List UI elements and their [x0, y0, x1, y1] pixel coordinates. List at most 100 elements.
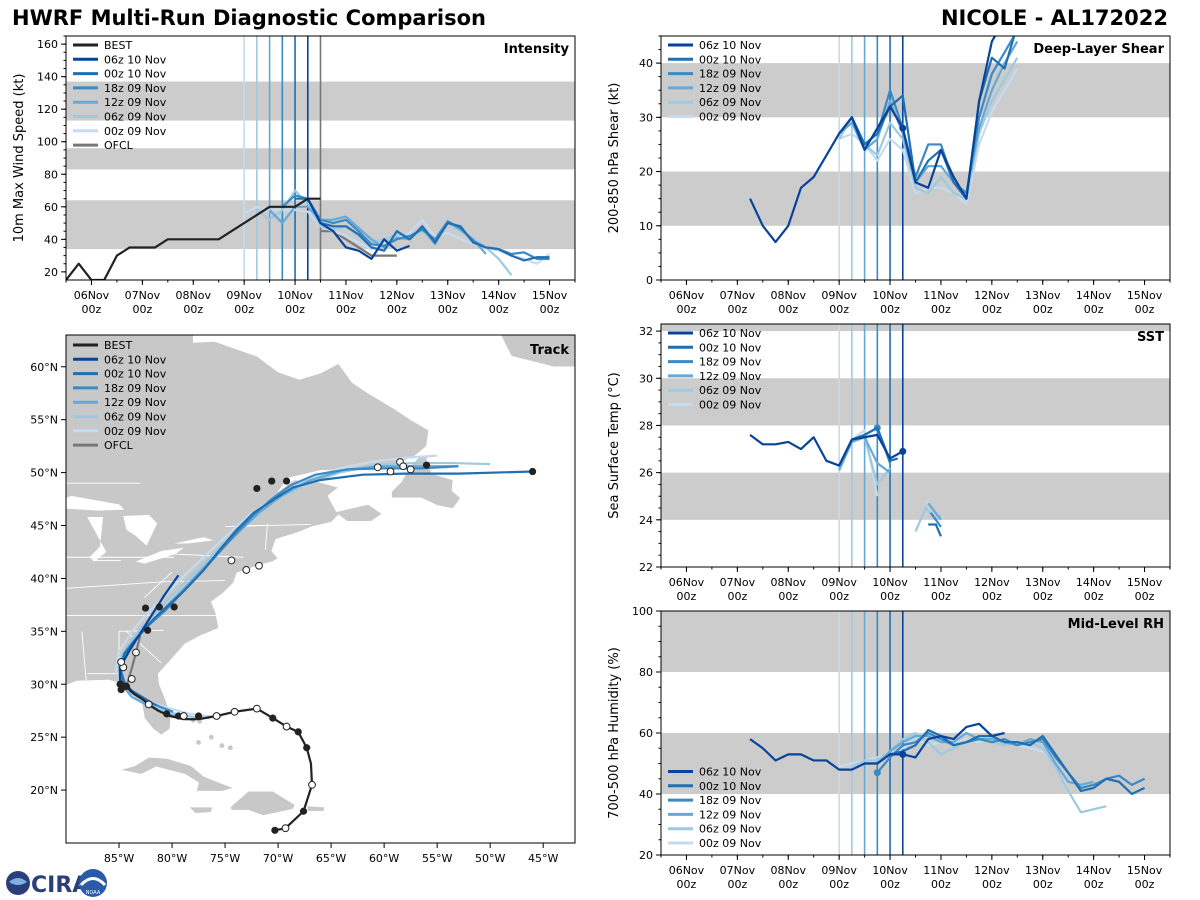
intensity-xtick-label-day: 11Nov [328, 289, 364, 302]
track-marker-open [282, 722, 291, 731]
shear-xtick-label-hour: 00z [1033, 303, 1053, 316]
rh-xtick-label-day: 08Nov [771, 864, 807, 877]
intensity-xtick-label-hour: 00z [387, 303, 407, 316]
intensity-ytick-label: 20 [44, 266, 58, 279]
track-xtick-label: 65°W [316, 852, 346, 865]
shear-xtick-label-day: 06Nov [669, 289, 705, 302]
shear-ytick-label: 10 [639, 220, 653, 233]
intensity-ytick-label: 40 [44, 233, 58, 246]
rh-xtick-label-hour: 00z [982, 878, 1002, 891]
rh-xtick-label-day: 12Nov [974, 864, 1010, 877]
land-hispaniola [230, 790, 296, 816]
sst-xtick-label-hour: 00z [931, 590, 951, 603]
track-marker-filled [299, 807, 308, 815]
intensity-xtick-label-day: 08Nov [176, 289, 212, 302]
sst-xtick-label-hour: 00z [727, 590, 747, 603]
rh-marker-18z-09-nov [873, 769, 881, 777]
shear-xtick-label-day: 11Nov [923, 289, 959, 302]
shear-series-12z-09-nov [838, 40, 1019, 195]
rh-xtick-label-hour: 00z [829, 878, 849, 891]
track-marker-open [399, 462, 408, 471]
sst-series-00z-10-nov-segment [928, 523, 942, 537]
intensity-xtick-label-day: 09Nov [226, 289, 262, 302]
sst-series-06z-10-nov [749, 433, 904, 467]
intensity-xtick-label-hour: 00z [336, 303, 356, 316]
track-marker-open [255, 561, 263, 570]
sst-plot-area [661, 324, 1170, 567]
state-border [166, 580, 226, 583]
sst-legend-label-00z-09-nov: 00z 09 Nov [699, 399, 762, 412]
track-frame [65, 334, 576, 844]
rh-xtick-label-day: 10Nov [872, 864, 908, 877]
shear-ytick-label: 20 [639, 166, 653, 179]
shear-legend-label-00z-10-nov: 00z 10 Nov [699, 53, 762, 66]
shear-legend-label-18z-09-nov: 18z 09 Nov [699, 68, 762, 81]
shear-xtick-label-hour: 00z [829, 303, 849, 316]
track-xtick-label: 60°W [369, 852, 399, 865]
track-marker-open [406, 465, 415, 474]
land-bahamas-island [208, 734, 214, 740]
state-border [144, 571, 173, 598]
sst-marker-06z-10-nov [899, 447, 907, 455]
track-ytick-label: 50°N [30, 467, 58, 480]
track-marker-filled [174, 712, 183, 720]
rh-xtick-label-hour: 00z [931, 878, 951, 891]
rh-legend-label-00z-10-nov: 00z 10 Nov [699, 780, 762, 793]
shear-legend-label-00z-09-nov: 00z 09 Nov [699, 111, 762, 124]
track-marker-filled [303, 744, 311, 752]
track-ytick-label: 25°N [30, 731, 58, 744]
intensity-legend-label-best: BEST [104, 39, 132, 52]
rh-xtick-label-hour: 00z [1033, 878, 1053, 891]
rh-ytick-label: 80 [639, 666, 653, 679]
rh-ylabel: 700-500 hPa Humidity (%) [607, 647, 622, 819]
land-bahamas-island [196, 740, 201, 745]
track-marker-filled [422, 461, 431, 469]
rh-legend-label-18z-09-nov: 18z 09 Nov [699, 794, 762, 807]
track-marker-filled [253, 484, 261, 493]
sst-xtick-label-day: 11Nov [923, 576, 959, 589]
track-legend-label-00z-09-nov: 00z 09 Nov [104, 425, 167, 438]
shear-xtick-label-hour: 00z [727, 303, 747, 316]
shear-xtick-label-hour: 00z [1084, 303, 1104, 316]
rh-legend-label-06z-09-nov: 06z 09 Nov [699, 823, 762, 836]
sst-xtick-label-hour: 00z [778, 590, 798, 603]
shear-xtick-label-day: 15Nov [1127, 289, 1163, 302]
track-ytick-label: 45°N [30, 520, 58, 533]
shear-xtick-label-day: 14Nov [1076, 289, 1112, 302]
track-marker-open [230, 707, 239, 716]
panel-intensity: 2040608010012014016006Nov00z07Nov00z08No… [12, 35, 576, 316]
shear-xtick-label-day: 10Nov [872, 289, 908, 302]
shear-series-06z-10-nov [749, 36, 997, 244]
rh-xtick-label-hour: 00z [1084, 878, 1104, 891]
rh-panel-title: Mid-Level RH [1068, 617, 1164, 632]
rh-series-00z-10-nov [889, 728, 1146, 796]
intensity-xtick-label-hour: 00z [540, 303, 560, 316]
land-greenland [447, 335, 575, 368]
track-marker-open [117, 658, 126, 666]
intensity-ytick-label: 120 [37, 103, 58, 116]
cira-globe-swirl-icon [9, 878, 27, 885]
track-xtick-label: 80°W [157, 852, 187, 865]
track-marker-filled [268, 477, 276, 485]
rh-xtick-label-day: 11Nov [923, 864, 959, 877]
intensity-xtick-label-day: 06Nov [74, 289, 110, 302]
state-border [126, 631, 162, 664]
state-border [66, 581, 167, 589]
sst-ytick-label: 22 [639, 561, 653, 574]
sst-ylabel: Sea Surface Temp (°C) [607, 372, 622, 519]
rh-xtick-label-day: 09Nov [821, 864, 857, 877]
intensity-series-06z-10-nov [306, 198, 410, 260]
track-legend-label-best: BEST [104, 339, 132, 352]
sst-xtick-label-hour: 00z [1084, 590, 1104, 603]
intensity-ytick-label: 140 [37, 71, 58, 84]
track-marker-open [127, 675, 136, 683]
track-map-area [66, 335, 575, 843]
sst-legend-label-12z-09-nov: 12z 09 Nov [699, 370, 762, 383]
track-legend-label-12z-09-nov: 12z 09 Nov [104, 396, 167, 409]
track-marker-filled [144, 626, 152, 634]
rh-ytick-label: 100 [632, 605, 653, 618]
track-marker-open [144, 700, 153, 709]
